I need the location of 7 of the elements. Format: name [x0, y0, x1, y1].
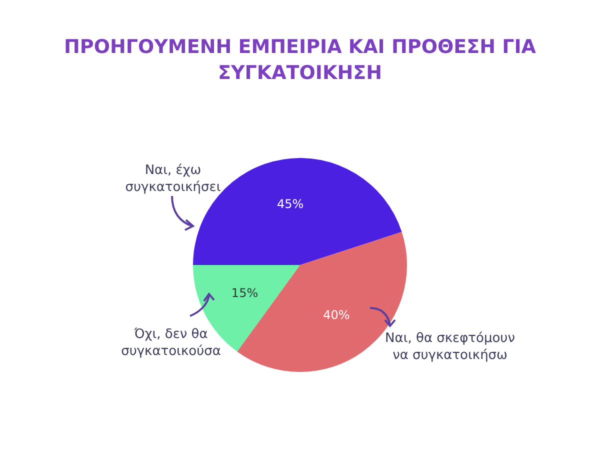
data-label: 45% — [276, 196, 304, 211]
data-label: 15% — [231, 286, 258, 300]
slice-label: Ναι, θα σκεφτόμουν να συγκατοικήσω — [385, 331, 515, 363]
slice-label: Ναι, έχω συγκατοικήσει — [125, 163, 221, 195]
slice-label: Όχι, δεν θα συγκατοικούσα — [121, 327, 221, 359]
chart-title: ΠΡΟΗΓΟΥΜΕΝΗ ΕΜΠΕΙΡΙΑ ΚΑΙ ΠΡΟΘΕΣΗ ΓΙΑ ΣΥΓΚΑΤΟΙΚΗΣΗ — [64, 36, 536, 84]
data-label: 40% — [323, 308, 350, 322]
